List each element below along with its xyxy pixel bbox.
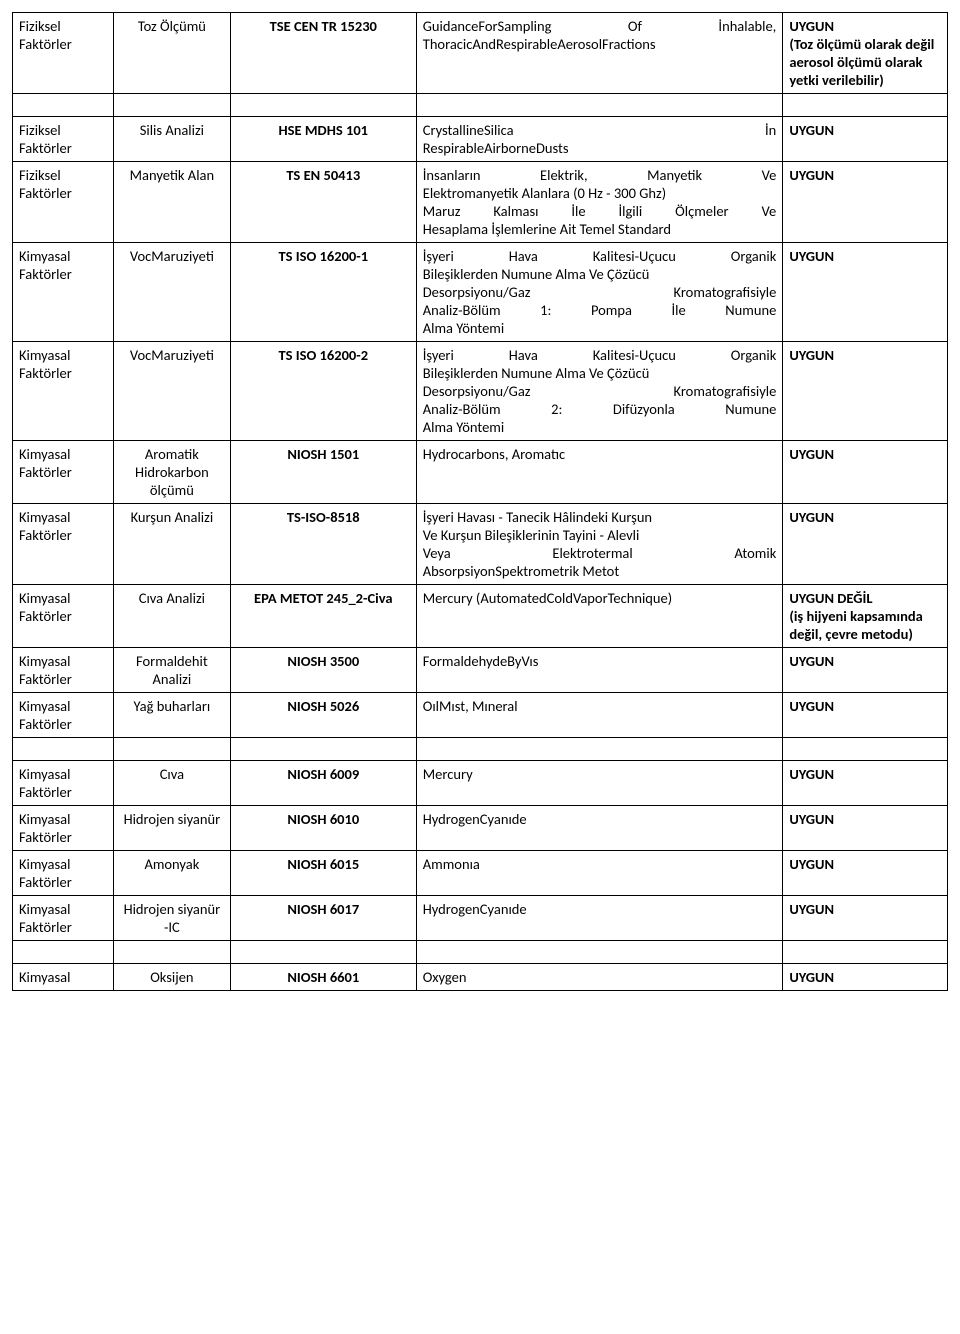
cell-parameter: Kurşun Analizi bbox=[113, 504, 230, 585]
spacer-row bbox=[13, 94, 948, 117]
table-body: Fiziksel Faktörler Toz Ölçümü TSE CEN TR… bbox=[13, 13, 948, 991]
cell-parameter: Toz Ölçümü bbox=[113, 13, 230, 94]
table-row: Kimyasal Faktörler Hidrojen siyanür -IC … bbox=[13, 896, 948, 941]
cell-status: UYGUN bbox=[783, 761, 948, 806]
cell-status: UYGUN bbox=[783, 441, 948, 504]
cell-standard: NIOSH 6010 bbox=[230, 806, 416, 851]
cell-parameter: Amonyak bbox=[113, 851, 230, 896]
table-row: Kimyasal Faktörler Cıva Analizi EPA METO… bbox=[13, 585, 948, 648]
table-row: Kimyasal Faktörler Yağ buharları NIOSH 5… bbox=[13, 693, 948, 738]
cell-standard: TS EN 50413 bbox=[230, 162, 416, 243]
cell-standard: HSE MDHS 101 bbox=[230, 117, 416, 162]
cell-status: UYGUN bbox=[783, 806, 948, 851]
cell-parameter: VocMaruziyeti bbox=[113, 243, 230, 342]
cell-description: Mercury bbox=[416, 761, 783, 806]
cell-status: UYGUN bbox=[783, 243, 948, 342]
table-row: Kimyasal Faktörler Cıva NIOSH 6009 Mercu… bbox=[13, 761, 948, 806]
cell-standard: NIOSH 6015 bbox=[230, 851, 416, 896]
cell-standard: TS ISO 16200-2 bbox=[230, 342, 416, 441]
cell-parameter: Yağ buharları bbox=[113, 693, 230, 738]
cell-description: CrystallineSilicaİnRespirableAirborneDus… bbox=[416, 117, 783, 162]
cell-status: UYGUN bbox=[783, 342, 948, 441]
cell-status: UYGUN bbox=[783, 851, 948, 896]
cell-standard: TS ISO 16200-1 bbox=[230, 243, 416, 342]
cell-status: UYGUN (Toz ölçümü olarak değil aerosol ö… bbox=[783, 13, 948, 94]
cell-description: İşyeriHavaKalitesi-UçucuOrganikBileşikle… bbox=[416, 243, 783, 342]
cell-category: Kimyasal Faktörler bbox=[13, 851, 114, 896]
cell-parameter: VocMaruziyeti bbox=[113, 342, 230, 441]
cell-parameter: Silis Analizi bbox=[113, 117, 230, 162]
cell-description: HydrogenCyanıde bbox=[416, 806, 783, 851]
cell-status: UYGUN bbox=[783, 648, 948, 693]
table-row: Kimyasal Oksijen NIOSH 6601 Oxygen UYGUN bbox=[13, 964, 948, 991]
cell-category: Fiziksel Faktörler bbox=[13, 117, 114, 162]
cell-standard: NIOSH 6017 bbox=[230, 896, 416, 941]
cell-category: Kimyasal bbox=[13, 964, 114, 991]
cell-category: Kimyasal Faktörler bbox=[13, 761, 114, 806]
cell-standard: NIOSH 3500 bbox=[230, 648, 416, 693]
standards-table: Fiziksel Faktörler Toz Ölçümü TSE CEN TR… bbox=[12, 12, 948, 991]
cell-parameter: Formaldehit Analizi bbox=[113, 648, 230, 693]
cell-status: UYGUN DEĞİL (iş hijyeni kapsamında değil… bbox=[783, 585, 948, 648]
spacer-row bbox=[13, 941, 948, 964]
cell-description: HydrogenCyanıde bbox=[416, 896, 783, 941]
cell-category: Kimyasal Faktörler bbox=[13, 243, 114, 342]
cell-category: Kimyasal Faktörler bbox=[13, 441, 114, 504]
table-row: Fiziksel Faktörler Toz Ölçümü TSE CEN TR… bbox=[13, 13, 948, 94]
cell-parameter: Cıva bbox=[113, 761, 230, 806]
cell-description: İnsanlarınElektrik,ManyetikVeElektromany… bbox=[416, 162, 783, 243]
table-row: Kimyasal Faktörler Aromatik Hidrokarbon … bbox=[13, 441, 948, 504]
cell-standard: NIOSH 5026 bbox=[230, 693, 416, 738]
cell-description: İşyeriHavaKalitesi-UçucuOrganikBileşikle… bbox=[416, 342, 783, 441]
cell-description: İşyeri Havası - Tanecik Hâlindeki Kurşun… bbox=[416, 504, 783, 585]
cell-status: UYGUN bbox=[783, 162, 948, 243]
cell-standard: NIOSH 6601 bbox=[230, 964, 416, 991]
table-row: Kimyasal Faktörler Amonyak NIOSH 6015 Am… bbox=[13, 851, 948, 896]
spacer-row bbox=[13, 738, 948, 761]
cell-parameter: Hidrojen siyanür bbox=[113, 806, 230, 851]
table-row: Kimyasal Faktörler Kurşun Analizi TS-ISO… bbox=[13, 504, 948, 585]
cell-description: FormaldehydeByVıs bbox=[416, 648, 783, 693]
cell-status: UYGUN bbox=[783, 117, 948, 162]
table-row: Fiziksel Faktörler Silis Analizi HSE MDH… bbox=[13, 117, 948, 162]
cell-category: Kimyasal Faktörler bbox=[13, 896, 114, 941]
cell-status: UYGUN bbox=[783, 896, 948, 941]
table-row: Fiziksel Faktörler Manyetik Alan TS EN 5… bbox=[13, 162, 948, 243]
cell-parameter: Hidrojen siyanür -IC bbox=[113, 896, 230, 941]
cell-standard: EPA METOT 245_2-Civa bbox=[230, 585, 416, 648]
cell-category: Kimyasal Faktörler bbox=[13, 648, 114, 693]
cell-standard: TSE CEN TR 15230 bbox=[230, 13, 416, 94]
cell-status: UYGUN bbox=[783, 504, 948, 585]
cell-category: Fiziksel Faktörler bbox=[13, 13, 114, 94]
cell-status: UYGUN bbox=[783, 693, 948, 738]
cell-category: Kimyasal Faktörler bbox=[13, 806, 114, 851]
cell-category: Kimyasal Faktörler bbox=[13, 504, 114, 585]
cell-standard: NIOSH 1501 bbox=[230, 441, 416, 504]
cell-category: Fiziksel Faktörler bbox=[13, 162, 114, 243]
cell-parameter: Oksijen bbox=[113, 964, 230, 991]
cell-description: GuidanceForSampling Of İnhalable, Thorac… bbox=[416, 13, 783, 94]
cell-status: UYGUN bbox=[783, 964, 948, 991]
table-row: Kimyasal Faktörler Hidrojen siyanür NIOS… bbox=[13, 806, 948, 851]
cell-description: Oxygen bbox=[416, 964, 783, 991]
cell-description: Mercury (AutomatedColdVaporTechnique) bbox=[416, 585, 783, 648]
cell-description: Ammonıa bbox=[416, 851, 783, 896]
table-row: Kimyasal Faktörler Formaldehit Analizi N… bbox=[13, 648, 948, 693]
cell-parameter: Cıva Analizi bbox=[113, 585, 230, 648]
cell-category: Kimyasal Faktörler bbox=[13, 585, 114, 648]
cell-standard: NIOSH 6009 bbox=[230, 761, 416, 806]
table-row: Kimyasal Faktörler VocMaruziyeti TS ISO … bbox=[13, 243, 948, 342]
cell-parameter: Manyetik Alan bbox=[113, 162, 230, 243]
cell-description: OılMıst, Mıneral bbox=[416, 693, 783, 738]
cell-parameter: Aromatik Hidrokarbon ölçümü bbox=[113, 441, 230, 504]
cell-description: Hydrocarbons, Aromatıc bbox=[416, 441, 783, 504]
cell-standard: TS-ISO-8518 bbox=[230, 504, 416, 585]
cell-category: Kimyasal Faktörler bbox=[13, 693, 114, 738]
table-row: Kimyasal Faktörler VocMaruziyeti TS ISO … bbox=[13, 342, 948, 441]
cell-category: Kimyasal Faktörler bbox=[13, 342, 114, 441]
